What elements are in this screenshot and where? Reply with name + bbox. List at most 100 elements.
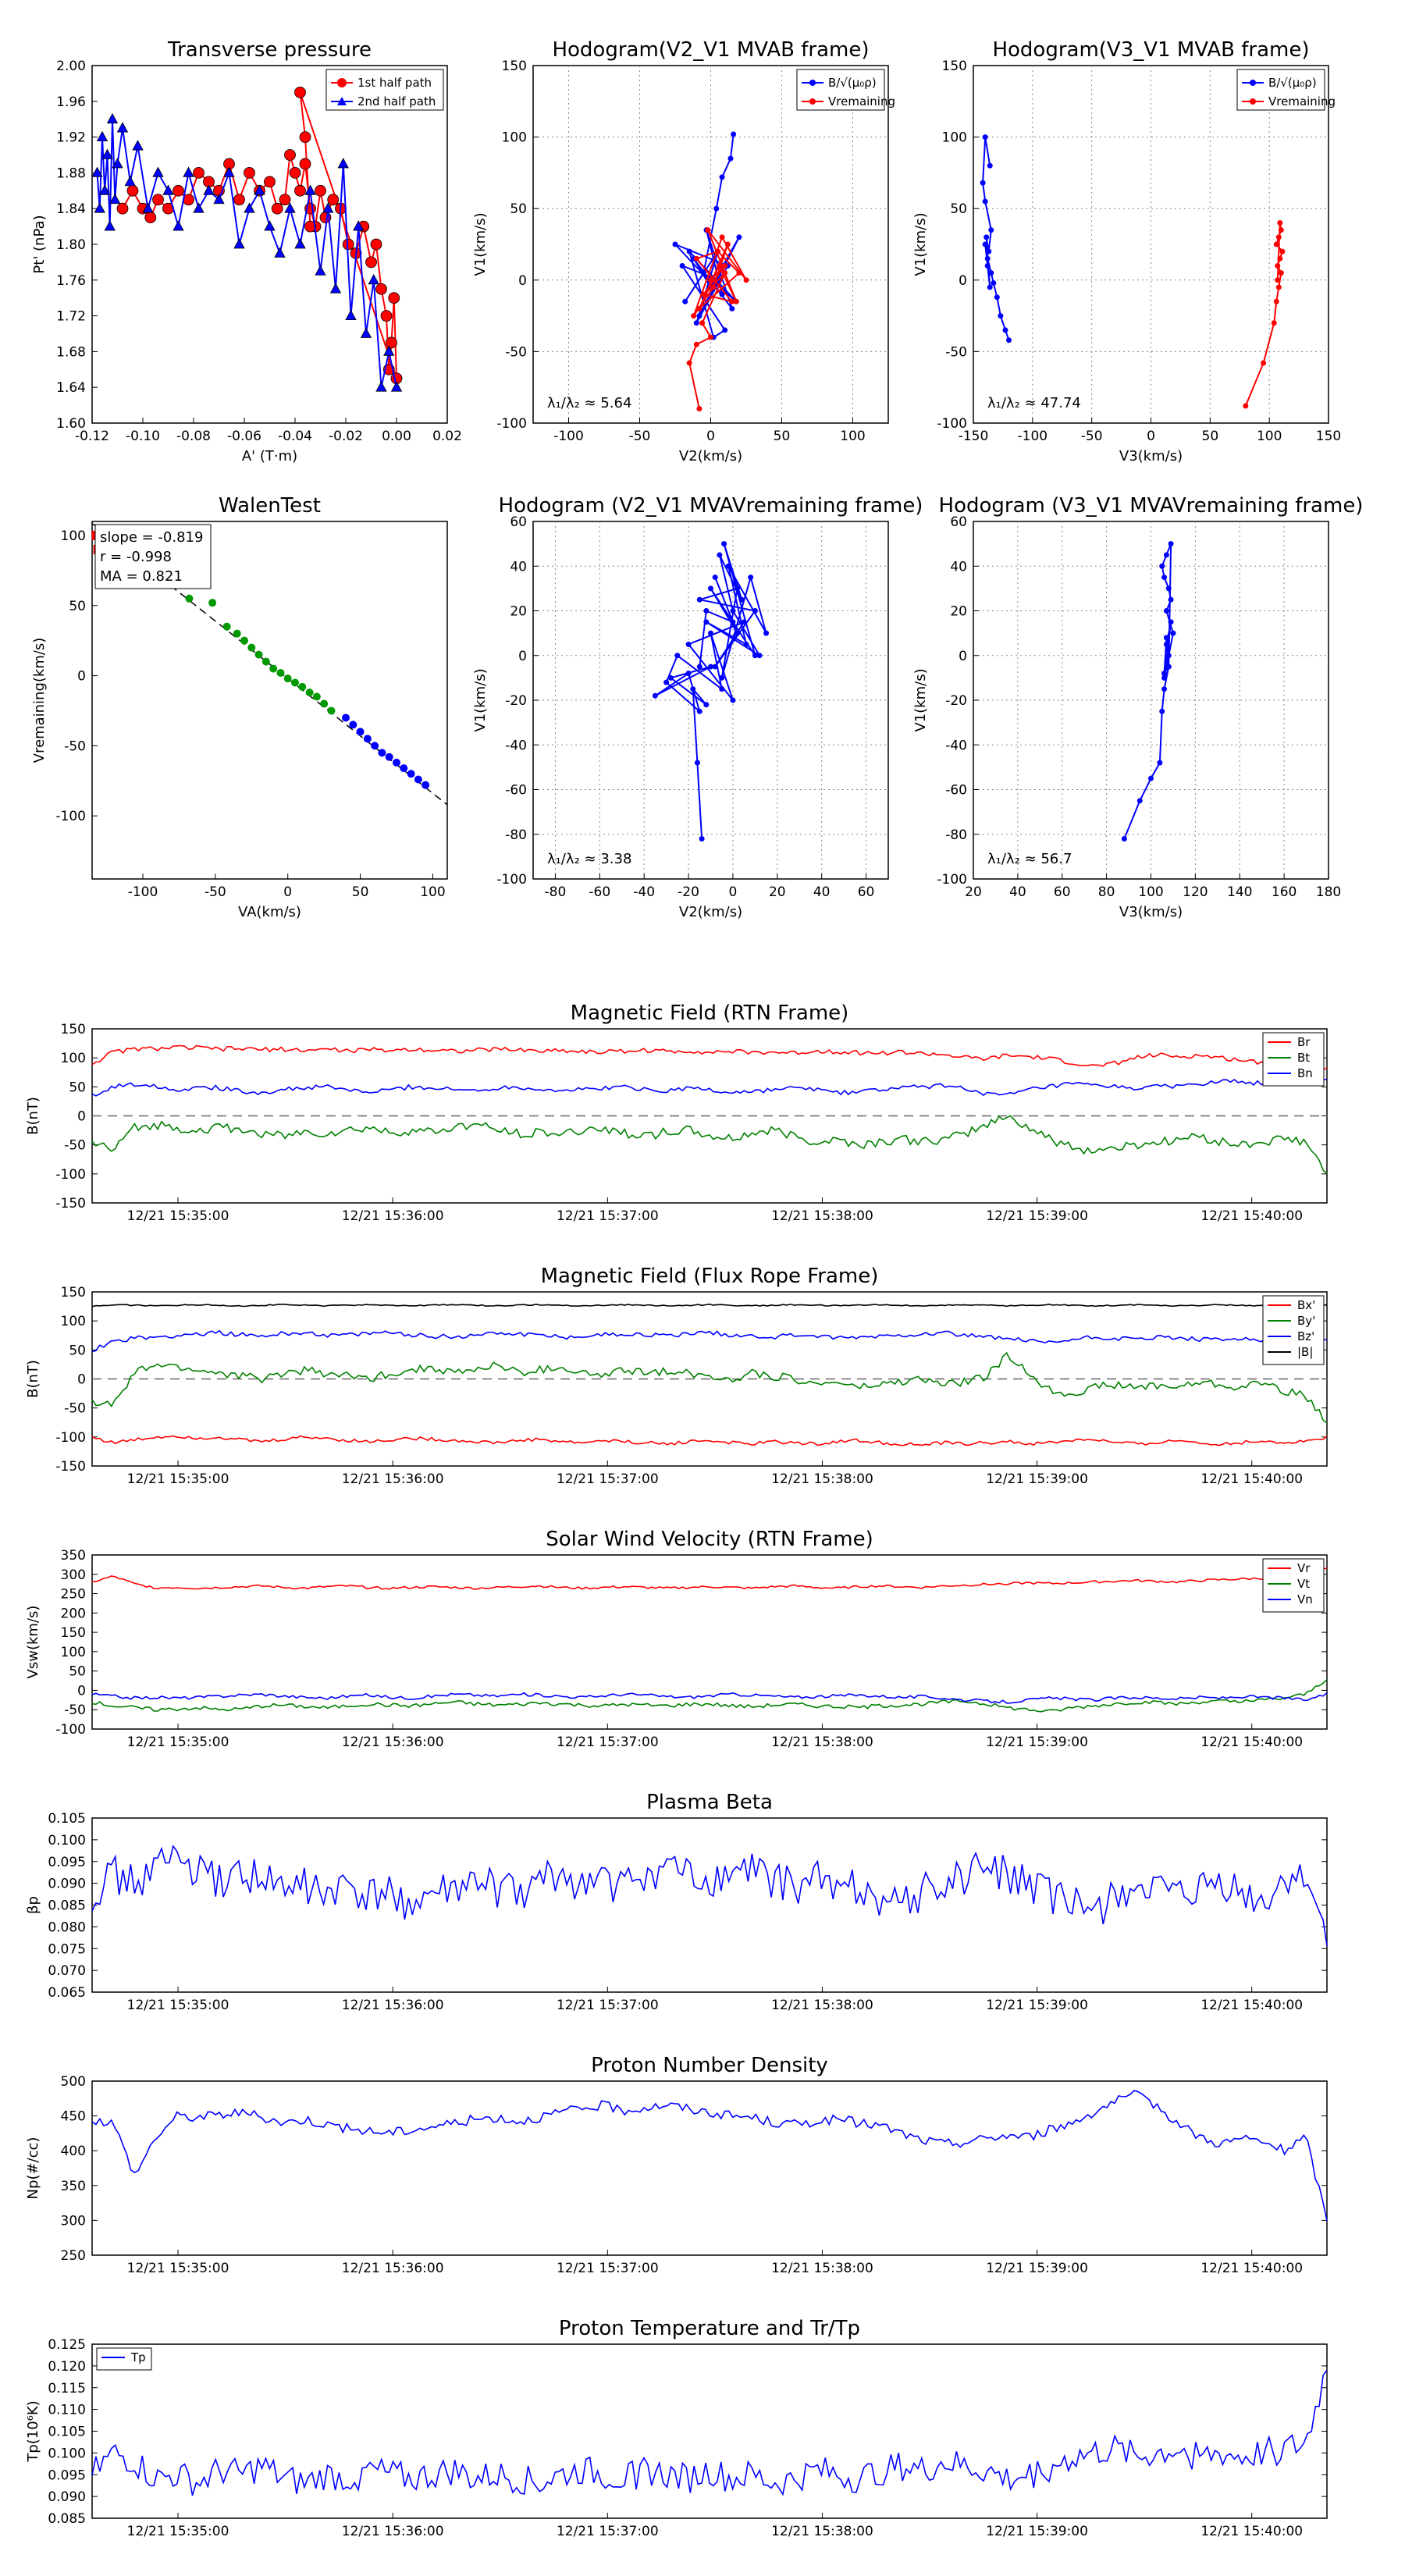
h2-point	[1277, 255, 1283, 262]
h4-point	[1163, 608, 1169, 614]
h2-point	[1273, 298, 1279, 304]
h3-point	[708, 664, 713, 670]
h1-point	[705, 227, 711, 233]
h4-point	[1161, 575, 1168, 581]
h4-xtick-label: 80	[1098, 884, 1115, 900]
pt-point	[264, 220, 276, 231]
h1-point	[724, 241, 731, 247]
h1-xlabel: V2(km/s)	[679, 448, 742, 464]
h2-point	[998, 313, 1004, 319]
h4-point	[1165, 585, 1172, 592]
mag_rtn-legend	[1262, 1032, 1325, 1087]
mag_fr-legend-label: Bx'	[1297, 1298, 1315, 1312]
h4-point	[1163, 635, 1169, 641]
vsw-legend-label: Vt	[1297, 1577, 1310, 1591]
h3-xtick-label: 40	[813, 884, 831, 900]
vsw-ytick-label: 150	[61, 1625, 86, 1641]
h1-point	[702, 291, 708, 297]
h4-point	[1165, 664, 1172, 670]
h4-xtick-label: 140	[1227, 884, 1252, 900]
h3-point	[703, 619, 710, 625]
h3-point	[730, 619, 736, 625]
h1-point	[719, 234, 725, 240]
beta-xtick-label: 12/21 15:37:00	[557, 1998, 659, 2013]
pt-point	[294, 238, 306, 249]
h1-xtick-label: -100	[553, 429, 584, 444]
tp-series-Tp	[91, 2369, 1328, 2496]
h3-ytick-label: -40	[505, 738, 527, 753]
vsw-ytick-label: 350	[61, 1548, 86, 1564]
h1-ytick-label: -100	[496, 416, 527, 432]
tp-xtick-label: 12/21 15:38:00	[771, 2524, 873, 2539]
pt-xlabel: A' (T·m)	[242, 448, 297, 464]
h1-point	[713, 205, 720, 212]
beta-title: Plasma Beta	[646, 1791, 773, 1814]
h2-xtick-label: 150	[1316, 429, 1341, 444]
h3-point	[685, 641, 692, 647]
np-xtick-label: 12/21 15:37:00	[557, 2261, 659, 2276]
mag_fr-series-By'	[91, 1351, 1328, 1424]
pt-legend-label: 2nd half path	[357, 94, 436, 109]
h1-legend-marker	[809, 80, 816, 86]
pt-point	[365, 256, 377, 269]
h3-point	[703, 608, 710, 614]
h4-xtick-label: 60	[1054, 884, 1071, 900]
h3-point	[703, 702, 710, 708]
pt-legend-marker	[337, 97, 347, 105]
pt-point	[233, 194, 245, 206]
pt-point	[144, 212, 157, 224]
np-frame	[91, 2080, 1328, 2256]
walen-point	[298, 682, 307, 691]
walen-point	[363, 735, 372, 743]
h3-ytick-label: 0	[518, 649, 527, 664]
h3-point	[741, 619, 747, 625]
h1-point	[716, 262, 722, 269]
pt-xtick-label: -0.04	[278, 429, 312, 444]
h4-ytick-label: -80	[945, 827, 967, 843]
mag_rtn-legend-label: Br	[1297, 1035, 1311, 1049]
pt-point	[203, 184, 215, 195]
np-xtick-label: 12/21 15:36:00	[342, 2261, 444, 2276]
mag_fr-xtick-label: 12/21 15:40:00	[1200, 1471, 1303, 1487]
mag_fr-series-Bx'	[91, 1435, 1328, 1446]
h4-ytick-label: -100	[937, 872, 967, 888]
walen-title: WalenTest	[219, 494, 321, 518]
mag_rtn-xtick-label: 12/21 15:38:00	[771, 1208, 873, 1224]
h3-annotation: λ₁/λ₂ ≈ 3.38	[547, 851, 631, 867]
h2-legend-marker	[1250, 80, 1256, 86]
h4-ytick-label: 0	[959, 649, 967, 664]
vsw-ytick-label: -50	[64, 1703, 86, 1718]
h1-point	[672, 241, 678, 247]
h4-ytick-label: 20	[950, 604, 967, 620]
pt-ytick-label: 1.84	[56, 201, 86, 217]
h1-xtick-label: -50	[629, 429, 651, 444]
h2-point	[986, 248, 992, 254]
h1-xtick-label: 0	[706, 429, 715, 444]
h2-xtick-label: 0	[1147, 429, 1155, 444]
h4-xtick-label: 180	[1316, 884, 1341, 900]
pt-point	[304, 220, 316, 233]
h2-ytick-label: 150	[942, 59, 967, 74]
h3-point	[690, 686, 696, 692]
h3-panel: Hodogram (V2_V1 MVAVremaining frame) -80 -…	[472, 494, 923, 920]
h2-point	[1261, 360, 1267, 366]
h2-point	[1243, 403, 1249, 409]
beta-xtick-label: 12/21 15:36:00	[342, 1998, 444, 2013]
pt-point	[254, 184, 265, 195]
tp-xtick-label: 12/21 15:37:00	[557, 2524, 659, 2539]
pt-point	[322, 202, 334, 213]
walen-point	[276, 668, 285, 677]
np-xtick-label: 12/21 15:38:00	[771, 2261, 873, 2276]
h4-annotation: λ₁/λ₂ ≈ 56.7	[987, 851, 1072, 867]
beta-ytick-label: 0.080	[48, 1920, 86, 1935]
pt-series-2nd half path-line	[96, 119, 397, 388]
h1-point	[722, 262, 728, 269]
vsw-frame	[91, 1554, 1328, 1730]
pt-point	[329, 283, 342, 294]
beta-ytick-label: 0.090	[48, 1877, 86, 1892]
h1-ytick-label: 100	[502, 130, 527, 146]
pt-legend	[325, 69, 444, 111]
h3-point	[725, 563, 731, 569]
walen-panel: WalenTest -100 -50 0 50 100 -100 -50 0 50 100 VA(km…	[31, 494, 448, 920]
beta-frame	[91, 1817, 1328, 1993]
